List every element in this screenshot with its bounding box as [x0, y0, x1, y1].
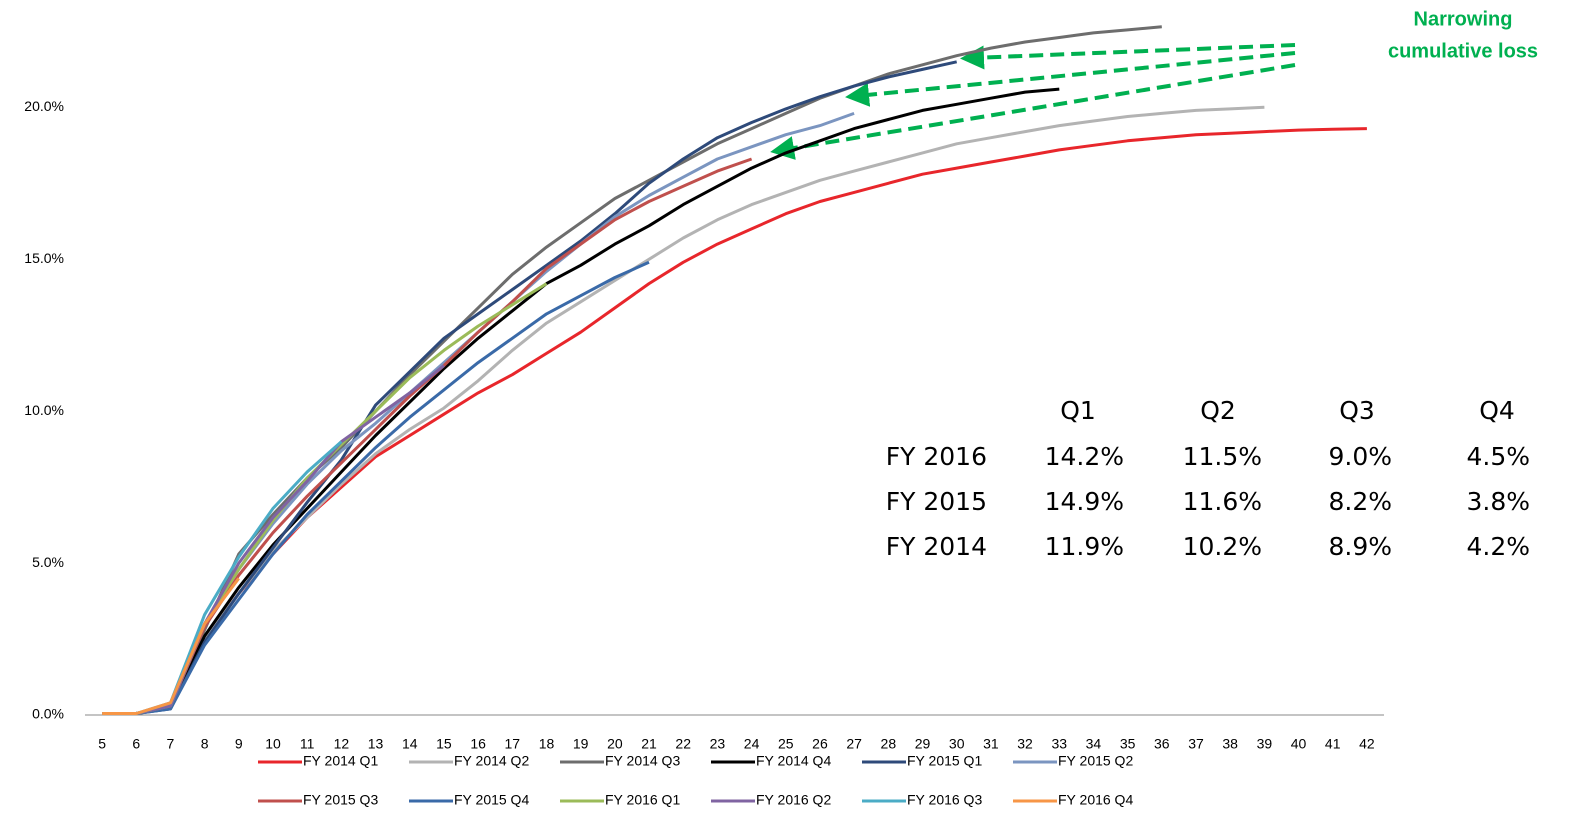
x-tick-label: 17	[505, 736, 521, 752]
x-tick-label: 18	[539, 736, 555, 752]
series-line	[102, 260, 650, 715]
arrows	[770, 43, 1296, 160]
x-tick-label: 13	[368, 736, 384, 752]
x-tick-label: 7	[167, 736, 175, 752]
x-tick-label: 24	[744, 736, 760, 752]
y-tick-label: 10.0%	[24, 402, 64, 418]
table-row-label: FY 2015	[886, 487, 987, 516]
x-tick-label: 31	[983, 736, 999, 752]
table-cell: 8.2%	[1328, 487, 1392, 516]
table-header: Q2	[1200, 396, 1236, 425]
x-tick-label: 20	[607, 736, 623, 752]
table-cell: 11.5%	[1183, 442, 1262, 471]
x-tick-label: 12	[334, 736, 350, 752]
table-cell: 14.9%	[1045, 487, 1124, 516]
table-header: Q4	[1479, 396, 1515, 425]
x-tick-label: 6	[132, 736, 140, 752]
x-tick-label: 10	[265, 736, 281, 752]
y-tick-label: 20.0%	[24, 98, 64, 114]
x-tick-label: 34	[1086, 736, 1102, 752]
legend-label: FY 2014 Q4	[756, 753, 831, 769]
x-tick-label: 28	[881, 736, 897, 752]
x-tick-label: 32	[1017, 736, 1033, 752]
table-cell: 14.2%	[1045, 442, 1124, 471]
table-row-label: FY 2016	[886, 442, 987, 471]
series-line	[102, 127, 1367, 715]
legend-label: FY 2016 Q3	[907, 792, 982, 808]
annotation: cumulative loss	[1388, 40, 1538, 62]
legend-label: FY 2014 Q3	[605, 753, 680, 769]
x-tick-label: 26	[812, 736, 828, 752]
x-tick-label: 37	[1188, 736, 1204, 752]
series-line	[102, 60, 958, 715]
series-line	[102, 577, 240, 715]
x-tick-label: 22	[675, 736, 691, 752]
x-tick-label: 15	[436, 736, 452, 752]
table-header: Q3	[1339, 396, 1375, 425]
x-tick-label: 38	[1222, 736, 1238, 752]
table-cell: 4.2%	[1466, 532, 1530, 561]
x-tick-label: 29	[915, 736, 931, 752]
x-tick-label: 33	[1051, 736, 1067, 752]
table-cell: 4.5%	[1466, 442, 1530, 471]
table-cell: 8.9%	[1328, 532, 1392, 561]
x-tick-label: 19	[573, 736, 589, 752]
table-cell: 11.9%	[1045, 532, 1124, 561]
legend-label: FY 2014 Q2	[454, 753, 529, 769]
x-tick-label: 35	[1120, 736, 1136, 752]
x-tick-label: 30	[949, 736, 965, 752]
table-cell: 10.2%	[1183, 532, 1262, 561]
x-tick-label: 27	[846, 736, 862, 752]
legend-label: FY 2014 Q1	[303, 753, 378, 769]
x-tick-label: 16	[470, 736, 486, 752]
table-header: Q1	[1060, 396, 1096, 425]
series-line	[102, 87, 1060, 715]
x-tick-label: 9	[235, 736, 243, 752]
table-cell: 9.0%	[1328, 442, 1392, 471]
x-tick-label: 41	[1325, 736, 1341, 752]
legend-label: FY 2015 Q4	[454, 792, 529, 808]
y-tick-label: 15.0%	[24, 250, 64, 266]
x-tick-label: 8	[201, 736, 209, 752]
x-tick-label: 36	[1154, 736, 1170, 752]
legend-label: FY 2016 Q4	[1058, 792, 1133, 808]
y-tick-label: 0.0%	[32, 706, 64, 722]
x-tick-label: 40	[1291, 736, 1307, 752]
x-tick-label: 42	[1359, 736, 1375, 752]
legend-label: FY 2016 Q1	[605, 792, 680, 808]
series-line	[102, 25, 1162, 715]
x-tick-label: 25	[778, 736, 794, 752]
legend-label: FY 2015 Q1	[907, 753, 982, 769]
annotation: Narrowing	[1414, 8, 1513, 30]
y-tick-label: 5.0%	[32, 554, 64, 570]
legend-label: FY 2015 Q2	[1058, 753, 1133, 769]
arrow	[960, 43, 1296, 70]
x-tick-label: 23	[710, 736, 726, 752]
arrow	[845, 51, 1296, 107]
arrow	[770, 63, 1296, 160]
table-row-label: FY 2014	[886, 532, 987, 561]
table-cell: 3.8%	[1466, 487, 1530, 516]
legend-label: FY 2016 Q2	[756, 792, 831, 808]
legend-label: FY 2015 Q3	[303, 792, 378, 808]
x-tick-label: 39	[1257, 736, 1273, 752]
x-tick-label: 14	[402, 736, 418, 752]
x-tick-label: 21	[641, 736, 657, 752]
table-cell: 11.6%	[1183, 487, 1262, 516]
series-line	[102, 364, 445, 715]
x-tick-label: 11	[300, 736, 315, 752]
x-tick-label: 5	[98, 736, 106, 752]
